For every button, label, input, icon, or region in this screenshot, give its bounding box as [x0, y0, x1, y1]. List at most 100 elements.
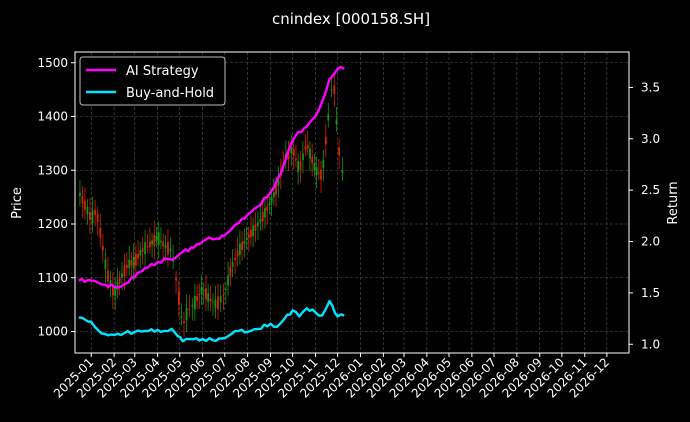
right-axis: 1.0 1.5 2.0 2.5 3.0 3.5 [629, 80, 660, 351]
right-tick-label: 1.0 [641, 337, 660, 351]
candle-body [270, 197, 273, 203]
candle-body [148, 241, 151, 248]
candle-body [327, 114, 330, 121]
right-tick-label: 3.5 [641, 80, 660, 94]
left-tick-label: 1500 [37, 56, 68, 70]
candle-body [183, 321, 185, 324]
candle-body [261, 211, 264, 222]
right-tick-label: 2.5 [641, 183, 660, 197]
candle-body [330, 89, 333, 91]
candle-body [227, 275, 229, 286]
candle-body [86, 206, 89, 215]
candle-body [162, 242, 165, 247]
candle-body [118, 277, 121, 284]
candle-body [200, 287, 203, 294]
candle-body [322, 159, 325, 169]
legend: AI Strategy Buy-and-Hold [79, 56, 226, 106]
candle-body [114, 286, 117, 297]
candle-body [315, 167, 318, 176]
candle-body [157, 232, 160, 246]
legend-box [79, 56, 226, 106]
candle-body [275, 183, 277, 195]
candle-body [134, 253, 137, 266]
candle-body [219, 296, 222, 303]
series-lines [78, 65, 345, 343]
candle-body [302, 153, 304, 161]
candle-body [333, 85, 336, 95]
chart-title: cnindex [000158.SH] [272, 10, 430, 28]
candle-body [89, 212, 91, 220]
candle-body [306, 144, 309, 149]
candle-body [266, 206, 269, 211]
candle-body [121, 273, 123, 278]
candle-body [217, 296, 219, 310]
candle-body [311, 157, 314, 164]
candle-body [247, 234, 250, 238]
candle-body [144, 242, 146, 255]
candle-body [151, 240, 153, 245]
candle-body [209, 298, 212, 302]
candle-body [238, 243, 241, 255]
candle-body [241, 241, 243, 250]
candle-body [155, 235, 158, 241]
candle-body [252, 225, 255, 237]
candle-body [257, 222, 259, 226]
candle-body [292, 148, 295, 156]
candle-body [317, 172, 320, 174]
right-tick-label: 2.0 [641, 235, 660, 249]
candle-body [338, 147, 340, 156]
right-tick-label: 1.5 [641, 286, 660, 300]
plot-frame [74, 51, 630, 354]
candle-body [254, 224, 257, 231]
candle-body [130, 260, 133, 266]
candle-body [146, 246, 149, 248]
candle-body [104, 259, 107, 270]
candle-body [177, 291, 180, 305]
candle-body [101, 246, 104, 251]
left-axis: 1000 1100 1200 1300 1400 1500 [37, 56, 75, 339]
candle-body [132, 256, 135, 268]
candle-body [212, 301, 214, 303]
candle-body [139, 249, 142, 256]
candle-body [96, 214, 99, 222]
candle-body [222, 295, 225, 297]
candle-body [191, 305, 194, 307]
candle-body [185, 307, 188, 321]
candle-body [175, 277, 177, 281]
candle-body [290, 147, 293, 154]
candle-body [196, 296, 198, 301]
candle-body [304, 146, 307, 150]
candle-body [259, 218, 262, 222]
candle-body [324, 137, 327, 145]
candle-body [320, 169, 322, 180]
candle-body [84, 200, 86, 210]
candle-body [250, 229, 252, 238]
candle-body [180, 316, 183, 318]
candle-body [193, 295, 196, 310]
candle-body [309, 148, 311, 159]
candle-body [207, 293, 210, 302]
candle-body [313, 163, 316, 171]
candle-body [234, 257, 236, 261]
series-line-ai-strategy [78, 65, 345, 289]
candle-body [116, 282, 119, 290]
candle-body [111, 285, 114, 296]
candle-body [94, 210, 97, 215]
candle-body [214, 299, 217, 308]
candle-body [99, 227, 102, 238]
candle-body [287, 149, 290, 160]
candle-body [341, 170, 344, 173]
candle-body [123, 265, 126, 277]
right-axis-label: Return [666, 181, 681, 224]
candle-body [295, 158, 297, 161]
series-line-buy-and-hold [78, 299, 345, 343]
right-tick-label: 3.0 [641, 132, 660, 146]
candle-body [153, 234, 156, 247]
candle-body [245, 238, 248, 240]
price-candles [79, 73, 344, 337]
candle-body [167, 241, 169, 255]
candle-body [335, 119, 338, 125]
candle-body [231, 261, 234, 267]
candle-body [137, 253, 139, 259]
